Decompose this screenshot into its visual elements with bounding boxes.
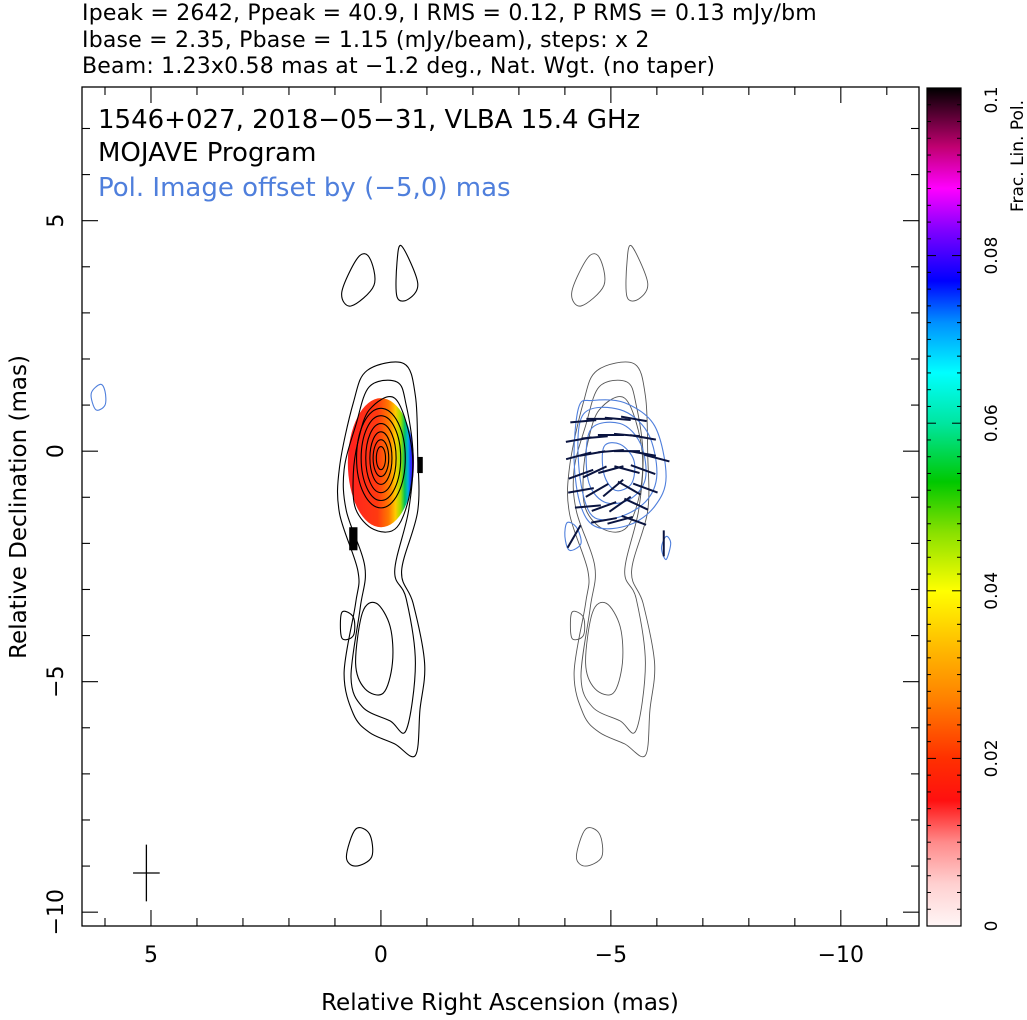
evpa-stick	[591, 501, 617, 512]
i-contour-core	[356, 407, 406, 509]
i-contour-offset	[575, 827, 604, 867]
i-contour	[395, 244, 419, 302]
y-tick-label: −5	[44, 665, 69, 697]
i-contour-offset	[585, 601, 624, 696]
frac-pol-marker	[349, 527, 358, 551]
colorbar-tick-label: 0.06	[982, 404, 1002, 442]
colorbar-tick-label: 0	[982, 921, 1002, 932]
i-contour-offset	[625, 244, 649, 302]
pol-contour	[577, 406, 658, 521]
y-axis-label: Relative Declination (mas)	[6, 355, 32, 659]
x-tick-label: −10	[818, 943, 864, 968]
i-contour	[355, 601, 394, 696]
evpa-stick	[590, 517, 617, 524]
evpa-stick	[623, 497, 649, 511]
i-contour-offset	[567, 361, 656, 758]
offset-note: Pol. Image offset by (−5,0) mas	[98, 173, 511, 203]
header-contour-line: Ibase = 2.35, Pbase = 1.15 (mJy/beam), s…	[82, 28, 650, 53]
evpa-stick	[570, 419, 597, 424]
colorbar-ticks: 0 0.02 0.04 0.06 0.08 0.1	[927, 86, 1002, 931]
colorbar-tick-label: 0.04	[982, 572, 1002, 610]
i-contour-offset	[571, 253, 606, 307]
pol-contour	[660, 535, 672, 561]
colorbar-label: Frac. Lin. Pol.	[1008, 100, 1027, 212]
y-tick-label: 5	[44, 214, 69, 228]
evpa-sticks	[565, 415, 670, 557]
axis-ticks	[82, 87, 919, 926]
y-tick-labels: 5 0 −5 −10	[44, 214, 69, 936]
pol-contour	[601, 442, 636, 492]
i-contour	[336, 361, 426, 758]
source-label: 1546+027, 2018−05−31, VLBA 15.4 GHz	[98, 105, 640, 135]
program-label: MOJAVE Program	[98, 138, 316, 168]
pol-contour	[564, 521, 582, 552]
pol-contour	[573, 399, 667, 530]
evpa-stick	[568, 487, 594, 494]
i-contour	[341, 253, 376, 307]
colorbar-tick-label: 0.02	[982, 739, 1002, 777]
i-contour	[339, 610, 356, 641]
evpa-stick	[568, 468, 594, 480]
i-contour-core	[375, 446, 387, 471]
i-contour-core	[365, 422, 397, 494]
header-stats-line: Ipeak = 2642, Ppeak = 40.9, I RMS = 0.12…	[82, 1, 817, 26]
i-contour	[345, 827, 374, 867]
beam-cross	[133, 844, 160, 902]
i-contour-offset	[569, 610, 586, 641]
evpa-stick	[621, 514, 647, 526]
i-contour-core	[360, 415, 402, 502]
evpa-stick	[630, 450, 657, 457]
pol-contour	[90, 383, 107, 411]
i-contour-core	[369, 431, 393, 485]
evpa-stick	[614, 465, 640, 474]
evpa-stick	[630, 464, 656, 476]
evpa-stick	[620, 415, 647, 423]
x-tick-label: 5	[144, 943, 158, 968]
evpa-stick	[574, 504, 601, 509]
evpa-stick	[581, 435, 608, 440]
evpa-stick	[617, 480, 642, 496]
evpa-stick	[566, 524, 582, 549]
plot-frame	[81, 86, 920, 927]
colorbar-tick-label: 0.08	[982, 237, 1002, 275]
i-contour	[342, 379, 416, 734]
pol-contour	[585, 421, 647, 505]
x-tick-label: 0	[374, 943, 388, 968]
evpa-stick	[644, 453, 670, 463]
evpa-stick	[585, 482, 609, 498]
header-beam-line: Beam: 1.23x0.58 mas at −1.2 deg., Nat. W…	[82, 54, 716, 79]
evpa-stick	[632, 482, 658, 494]
polarization-contours	[90, 383, 672, 561]
colorbar-tick-label: 0.1	[982, 86, 1002, 113]
evpa-stick	[582, 465, 607, 479]
colorbar-gradient	[927, 88, 961, 926]
stokes-i-contours	[336, 244, 656, 867]
i-contour-core	[372, 439, 390, 478]
y-tick-label: 0	[44, 444, 69, 458]
y-tick-label: −10	[44, 889, 69, 935]
evpa-stick	[604, 416, 631, 422]
frac-pol-marker	[417, 456, 423, 474]
x-tick-labels: 5 0 −5 −10	[144, 943, 864, 968]
x-tick-label: −5	[595, 943, 627, 968]
evpa-stick	[630, 434, 657, 441]
x-axis-label: Relative Right Ascension (mas)	[321, 990, 679, 1016]
